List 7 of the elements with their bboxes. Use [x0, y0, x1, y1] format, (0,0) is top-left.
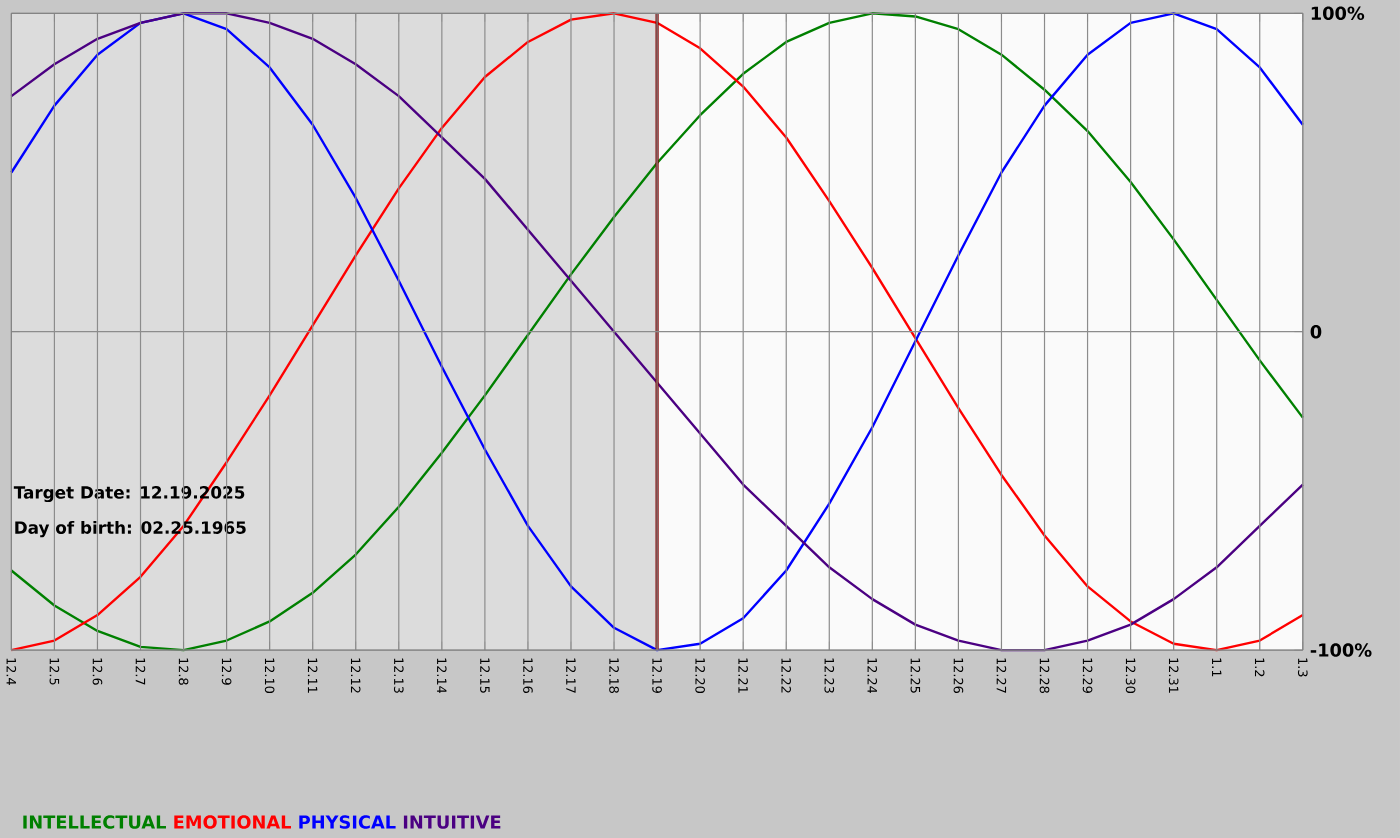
- text: PHYSICAL: [299, 815, 396, 829]
- text: INTELLECTUAL: [23, 815, 166, 829]
- text: EMOTIONAL: [174, 815, 291, 829]
- text: INTUITIVE: [403, 815, 501, 829]
- y-tick-label: 0: [1310, 324, 1322, 339]
- y-tick-label: 100%: [1311, 6, 1365, 21]
- y-tick-label: -100%: [1310, 643, 1372, 657]
